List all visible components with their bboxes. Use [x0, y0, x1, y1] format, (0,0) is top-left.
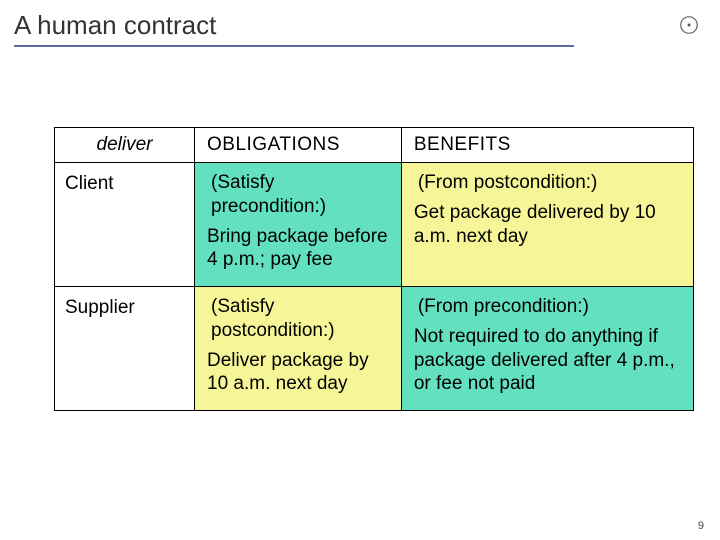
- supplier-obl-body: Deliver package by 10 a.m. next day: [207, 349, 389, 397]
- client-ben-body: Get package delivered by 10 a.m. next da…: [414, 201, 681, 249]
- page-number: 9: [698, 520, 704, 532]
- role-client: Client: [55, 163, 195, 287]
- header-obligations: OBLIGATIONS: [195, 128, 402, 163]
- client-obl-sub: (Satisfy precondition:): [207, 171, 389, 219]
- role-supplier: Supplier: [55, 287, 195, 411]
- client-benefits: (From postcondition:) Get package delive…: [401, 163, 693, 287]
- title-block: A human contract: [14, 10, 574, 47]
- supplier-ben-body: Not required to do anything if package d…: [414, 325, 681, 396]
- supplier-obligations: (Satisfy postcondition:) Deliver package…: [195, 287, 402, 411]
- slide-title: A human contract: [14, 10, 574, 47]
- table-header-row: deliver OBLIGATIONS BENEFITS: [55, 128, 694, 163]
- table-row: Client (Satisfy precondition:) Bring pac…: [55, 163, 694, 287]
- title-underline: [14, 45, 574, 47]
- title-row: A human contract: [14, 10, 706, 47]
- contract-table: deliver OBLIGATIONS BENEFITS Client (Sat…: [54, 127, 694, 411]
- table-row: Supplier (Satisfy postcondition:) Delive…: [55, 287, 694, 411]
- client-obl-body: Bring package before 4 p.m.; pay fee: [207, 225, 389, 273]
- supplier-benefits: (From precondition:) Not required to do …: [401, 287, 693, 411]
- contract-table-wrap: deliver OBLIGATIONS BENEFITS Client (Sat…: [54, 127, 694, 411]
- header-benefits: BENEFITS: [401, 128, 693, 163]
- corner-mark-icon: [678, 14, 700, 36]
- client-obligations: (Satisfy precondition:) Bring package be…: [195, 163, 402, 287]
- slide: A human contract deliver OBLIGATIONS BEN…: [0, 0, 720, 540]
- supplier-obl-sub: (Satisfy postcondition:): [207, 295, 389, 343]
- supplier-ben-sub: (From precondition:): [414, 295, 681, 319]
- header-deliver: deliver: [55, 128, 195, 163]
- client-ben-sub: (From postcondition:): [414, 171, 681, 195]
